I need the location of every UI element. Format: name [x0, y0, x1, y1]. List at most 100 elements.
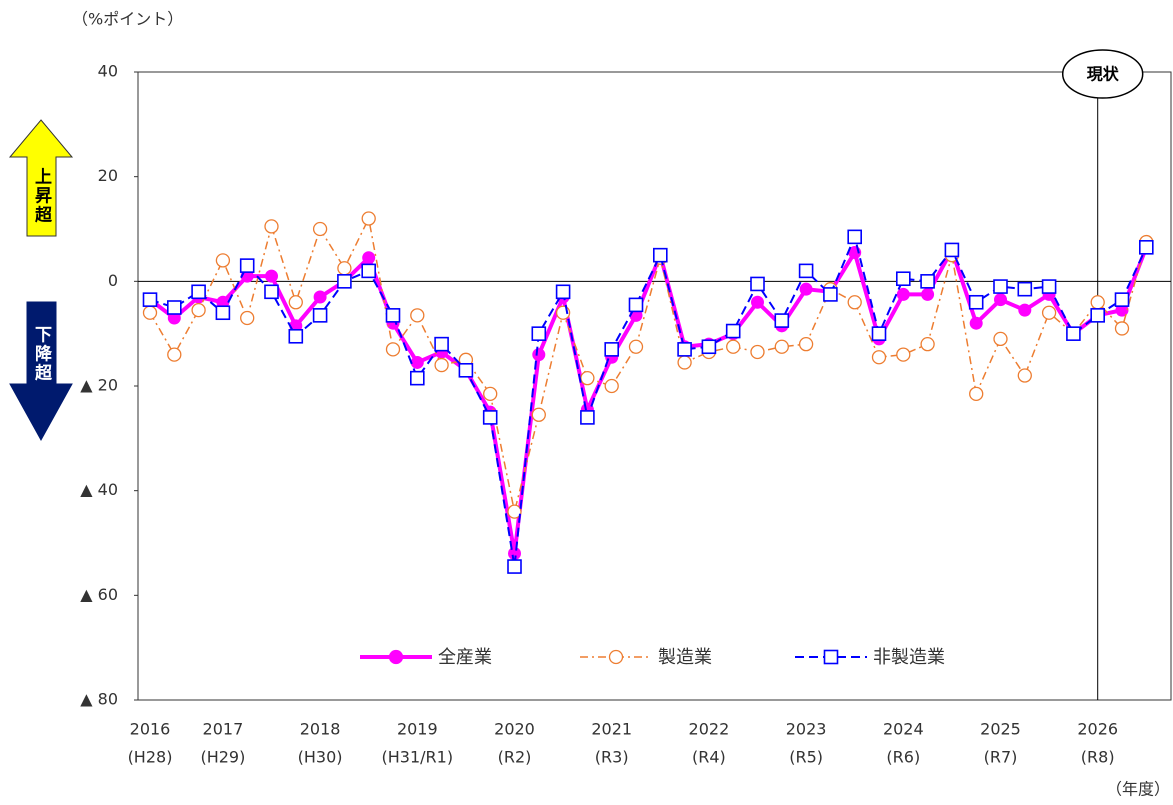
point	[142, 292, 158, 307]
x-tick-sublabel: (H29)	[200, 748, 245, 767]
y-tick-label: ▲ 60	[80, 585, 118, 604]
point	[701, 339, 717, 355]
x-tick-label: 2025	[980, 720, 1021, 739]
down-label: 下降超	[31, 326, 52, 383]
point	[385, 342, 401, 357]
x-tick-label: 2022	[689, 720, 730, 739]
x-tick-label: 2018	[300, 720, 341, 739]
point	[1017, 281, 1033, 297]
y-tick-label: ▲ 80	[80, 690, 118, 709]
point	[239, 258, 255, 273]
point	[532, 348, 546, 362]
point	[288, 328, 304, 344]
point	[896, 287, 910, 301]
point	[312, 221, 328, 237]
point	[920, 274, 935, 289]
point	[944, 242, 960, 258]
point	[264, 284, 279, 300]
point	[1114, 292, 1130, 307]
point	[507, 559, 522, 574]
point	[1139, 240, 1154, 255]
unit-label: （%ポイント）	[72, 10, 183, 29]
point	[847, 229, 863, 245]
current-badge	[1061, 49, 1144, 99]
point	[1018, 303, 1032, 317]
point	[288, 295, 303, 310]
point	[1114, 321, 1130, 336]
y-tick-label: 0	[108, 271, 118, 290]
point	[580, 370, 595, 386]
point	[1066, 326, 1081, 341]
point	[362, 251, 376, 265]
legend-marker	[388, 649, 404, 665]
x-tick-sublabel: (H30)	[298, 748, 343, 767]
legend-marker	[823, 649, 839, 665]
down-arrow	[9, 301, 73, 442]
point	[361, 263, 377, 279]
point	[751, 295, 764, 309]
point	[580, 410, 595, 425]
legend-label: 製造業	[658, 647, 712, 668]
point	[677, 342, 692, 357]
plot-area	[137, 71, 1172, 701]
y-tick-label: 20	[98, 166, 118, 185]
x-tick-sublabel: (R6)	[886, 748, 920, 767]
point	[895, 271, 911, 287]
point	[604, 378, 619, 394]
up-arrow	[8, 119, 74, 237]
point	[604, 342, 620, 357]
point	[215, 305, 231, 321]
point	[994, 293, 1007, 307]
point	[1090, 308, 1105, 323]
point	[725, 323, 741, 339]
point	[1041, 305, 1057, 320]
point	[434, 336, 449, 352]
point	[409, 370, 425, 386]
point	[823, 287, 838, 302]
point	[191, 302, 206, 318]
x-tick-label: 2023	[786, 720, 827, 739]
point	[240, 310, 255, 326]
x-tick-label: 2019	[397, 720, 438, 739]
point	[361, 211, 376, 226]
point	[482, 410, 498, 425]
x-tick-sublabel: (R4)	[692, 748, 726, 767]
point	[434, 357, 449, 373]
x-tick-sublabel: (H28)	[128, 748, 173, 767]
x-tick-sublabel: (R5)	[789, 748, 823, 767]
x-tick-label: 2026	[1077, 720, 1118, 739]
x-tick-sublabel: (R3)	[595, 748, 629, 767]
x-tick-sublabel: (R2)	[498, 748, 532, 767]
point	[774, 313, 790, 328]
x-tick-sublabel: (R8)	[1081, 748, 1115, 767]
point	[142, 305, 158, 320]
point	[847, 295, 862, 310]
point	[652, 247, 668, 263]
point	[507, 504, 522, 519]
legend-marker	[608, 649, 624, 665]
x-tick-label: 2016	[130, 720, 171, 739]
x-tick-sublabel: (R7)	[984, 748, 1018, 767]
point	[1090, 295, 1105, 310]
point	[968, 294, 984, 310]
point	[871, 350, 887, 365]
point	[871, 326, 887, 341]
point	[750, 344, 765, 360]
x-tick-label: 2017	[203, 720, 244, 739]
point	[167, 347, 182, 362]
point	[410, 355, 424, 369]
point	[264, 219, 279, 234]
point	[969, 386, 984, 402]
point	[896, 347, 911, 362]
point	[920, 336, 935, 352]
point	[628, 297, 644, 313]
y-tick-label: 40	[98, 62, 118, 81]
point	[774, 339, 789, 354]
point	[1041, 279, 1057, 294]
point	[798, 336, 814, 352]
point	[167, 300, 182, 315]
point	[531, 326, 547, 341]
point	[921, 287, 935, 301]
point	[993, 279, 1008, 294]
